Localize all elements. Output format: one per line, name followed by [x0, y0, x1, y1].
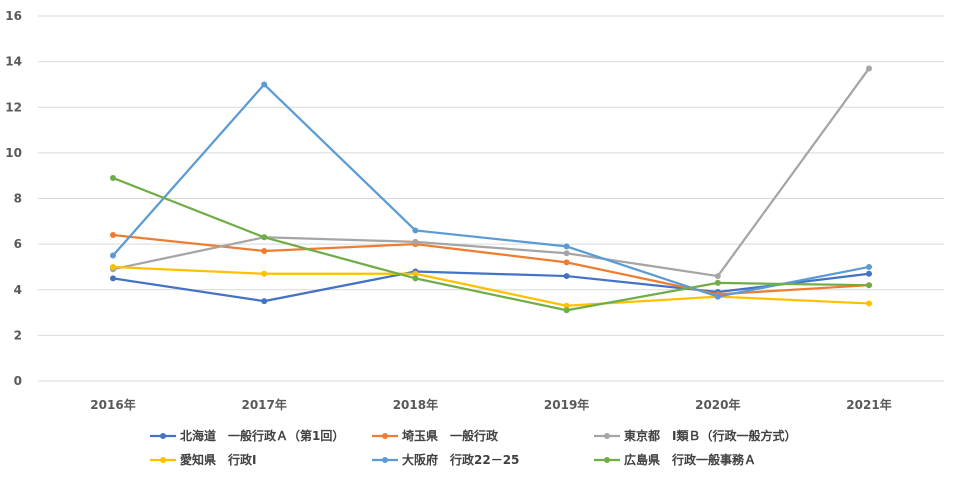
- data-point: [563, 307, 570, 314]
- data-point: [110, 174, 116, 181]
- legend-marker: [382, 433, 388, 439]
- data-point: [866, 282, 872, 289]
- y-tick-label: 16: [5, 9, 22, 23]
- x-tick-label: 2017年: [241, 397, 286, 412]
- data-point: [412, 227, 419, 234]
- gridlines: [38, 15, 944, 382]
- x-tick-label: 2020年: [695, 397, 740, 412]
- legend-marker: [604, 433, 610, 439]
- y-tick-label: 2: [14, 328, 22, 342]
- series-line: [111, 265, 871, 307]
- series-2: [110, 65, 872, 280]
- x-tick-label: 2018年: [393, 397, 438, 412]
- legend-label: 大阪府 行政22－25: [402, 452, 519, 467]
- data-point: [563, 243, 570, 250]
- legend-label: 愛知県 行政Ⅰ: [180, 452, 256, 467]
- y-axis-tick-labels: 0 2 4 6 8 10 12 14 16: [5, 9, 22, 388]
- data-point: [866, 263, 872, 270]
- y-tick-label: 6: [14, 237, 22, 251]
- legend-label: 埼玉県 一般行政: [402, 428, 499, 443]
- legend: 北海道 一般行政Ａ（第1回） 埼玉県 一般行政 東京都 Ⅰ類Ｂ（行政一般方式） 愛知県…: [150, 428, 796, 467]
- legend-marker: [604, 457, 610, 463]
- x-tick-label: 2016年: [90, 397, 135, 412]
- legend-item: 大阪府 行政22－25: [372, 452, 519, 467]
- x-tick-label: 2021年: [846, 397, 891, 412]
- data-point: [866, 65, 872, 72]
- data-point: [110, 232, 116, 238]
- data-point: [866, 300, 872, 307]
- data-point: [563, 259, 570, 266]
- data-point: [412, 270, 419, 277]
- x-tick-label: 2019年: [544, 397, 589, 412]
- series-line: [111, 67, 871, 278]
- data-point: [563, 273, 570, 280]
- legend-marker: [160, 457, 166, 463]
- legend-item: 埼玉県 一般行政: [372, 428, 499, 443]
- series-line: [111, 83, 871, 298]
- legend-item: 東京都 Ⅰ類Ｂ（行政一般方式）: [594, 428, 796, 443]
- data-point: [110, 263, 116, 270]
- legend-label: 北海道 一般行政Ａ（第1回）: [180, 428, 344, 443]
- y-tick-label: 14: [5, 55, 22, 69]
- data-point: [563, 302, 570, 309]
- data-point: [714, 273, 721, 280]
- x-axis-tick-labels: 2016年 2017年 2018年 2019年 2020年 2021年: [90, 397, 891, 412]
- legend-marker: [382, 457, 388, 463]
- data-point: [261, 247, 268, 254]
- data-point: [412, 275, 419, 282]
- legend-item: 愛知県 行政Ⅰ: [150, 452, 256, 467]
- legend-label: 広島県 行政一般事務Ａ: [624, 452, 756, 467]
- series-lines: [110, 65, 872, 314]
- data-point: [714, 293, 721, 300]
- data-point: [866, 270, 872, 277]
- data-point: [261, 234, 268, 241]
- series-5: [110, 174, 872, 314]
- data-point: [110, 252, 116, 259]
- data-point: [714, 279, 721, 286]
- series-line: [111, 176, 871, 312]
- series-line: [111, 270, 871, 303]
- data-point: [412, 238, 419, 245]
- legend-marker: [160, 433, 166, 439]
- data-point: [110, 275, 116, 282]
- y-tick-label: 12: [5, 100, 22, 114]
- y-tick-label: 4: [14, 283, 22, 297]
- series-4: [110, 81, 872, 300]
- legend-label: 東京都 Ⅰ類Ｂ（行政一般方式）: [624, 428, 796, 443]
- data-point: [261, 298, 268, 305]
- data-point: [261, 81, 268, 88]
- y-tick-label: 0: [14, 374, 22, 388]
- data-point: [261, 270, 268, 277]
- legend-item: 広島県 行政一般事務Ａ: [594, 452, 756, 467]
- data-point: [563, 250, 570, 257]
- y-tick-label: 10: [5, 146, 22, 160]
- y-tick-label: 8: [14, 192, 22, 206]
- legend-item: 北海道 一般行政Ａ（第1回）: [150, 428, 344, 443]
